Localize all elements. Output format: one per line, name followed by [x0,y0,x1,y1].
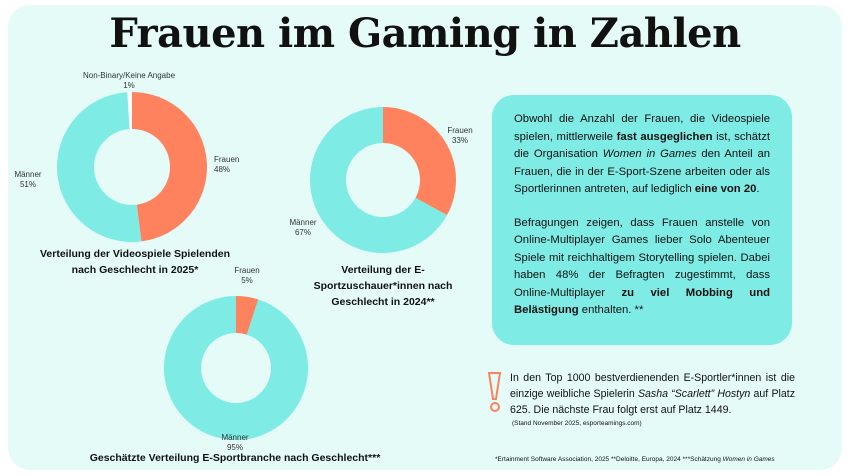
donut3-label-1-value: 95% [227,443,243,452]
donut3-slice-0 [236,296,259,335]
donut3-label-1-name: Männer [221,433,248,442]
donut1-label-2-value: 1% [123,81,135,90]
footnote: *Ertainment Software Association, 2025 *… [495,456,775,463]
donut1-slice-0 [132,92,208,242]
donut2-label-0-name: Frauen [447,126,472,135]
donut1-slice-1 [57,92,142,242]
chart2-caption: Verteilung der E- Sportzuschauer*innen na… [313,264,453,308]
info-textbox: Obwohl die Anzahl der Frauen, die Videos… [492,95,792,345]
donut2-slice-1 [310,107,447,253]
chart1-caption: Verteilung der Videospiele Spielenden nac… [39,248,231,276]
donut3-label-0-value: 5% [241,276,253,285]
chart3-caption: Geschätzte Verteilung E-Sportbranche nac… [89,452,381,464]
donut1-label-1-name: Männer [14,170,41,179]
donut3-slice-1 [164,296,309,440]
source-note: (Stand November 2025, esporteamings.com) [512,420,642,427]
donut1-label-2-name: Non-Binary/Keine Angabe [83,71,176,80]
exclamation-icon [487,372,502,412]
fact-text: In den Top 1000 bestverdienenden E-Sport… [510,370,795,430]
donut1-slice-2 [127,92,132,130]
donut2-label-1-value: 67% [295,228,311,237]
donut1-label-0-value: 48% [214,165,230,174]
donut1-label-1-value: 51% [20,180,36,189]
donut3-label-0-name: Frauen [234,266,259,275]
page-title: Frauen im Gaming in Zahlen [109,10,741,57]
donut2-slice-0 [383,107,456,216]
donut2-label-0-value: 33% [452,136,468,145]
donut2-label-1-name: Männer [289,218,316,227]
donut1-label-0-name: Frauen [214,155,239,164]
